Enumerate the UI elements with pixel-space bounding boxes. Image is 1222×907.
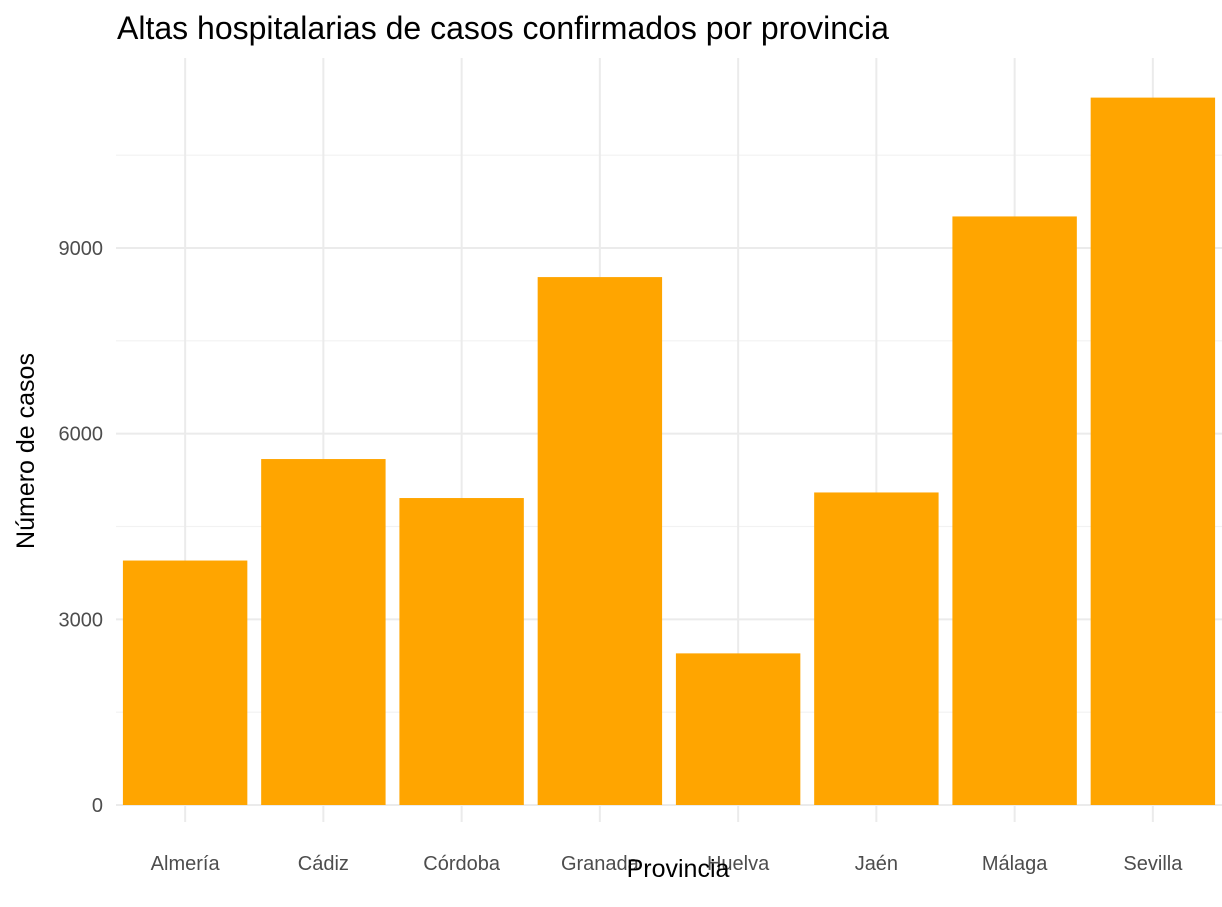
- y-tick-label: 6000: [59, 424, 104, 446]
- y-tick-label: 0: [92, 795, 103, 817]
- bar-1: [261, 459, 386, 805]
- bar-6: [952, 216, 1077, 806]
- x-tick-label: Granada: [561, 853, 640, 875]
- bar-5: [814, 492, 939, 805]
- bar-7: [1090, 97, 1216, 806]
- y-axis-ticks: 0 3000 6000 9000: [59, 238, 104, 817]
- x-axis-ticks: Almería Cádiz Córdoba Granada Huelva Jaén Mála…: [151, 853, 1184, 875]
- y-axis-title: Número de casos: [12, 353, 40, 549]
- bar-0: [122, 560, 248, 805]
- x-tick-label: Málaga: [982, 853, 1048, 875]
- bar-4: [675, 653, 801, 805]
- y-tick-label: 3000: [59, 609, 104, 631]
- x-tick-label: Córdoba: [423, 853, 501, 875]
- y-tick-label: 9000: [59, 238, 104, 260]
- x-tick-label: Sevilla: [1123, 853, 1183, 875]
- x-tick-label: Jaén: [855, 853, 898, 875]
- x-tick-label: Huelva: [707, 853, 770, 875]
- bars: [122, 97, 1216, 806]
- x-tick-label: Almería: [151, 853, 221, 875]
- bar-2: [399, 498, 524, 805]
- bar-3: [537, 277, 663, 805]
- x-tick-label: Cádiz: [298, 853, 349, 875]
- x-axis-title: Provincia: [627, 855, 730, 883]
- chart-title: Altas hospitalarias de casos confirmados…: [117, 10, 889, 46]
